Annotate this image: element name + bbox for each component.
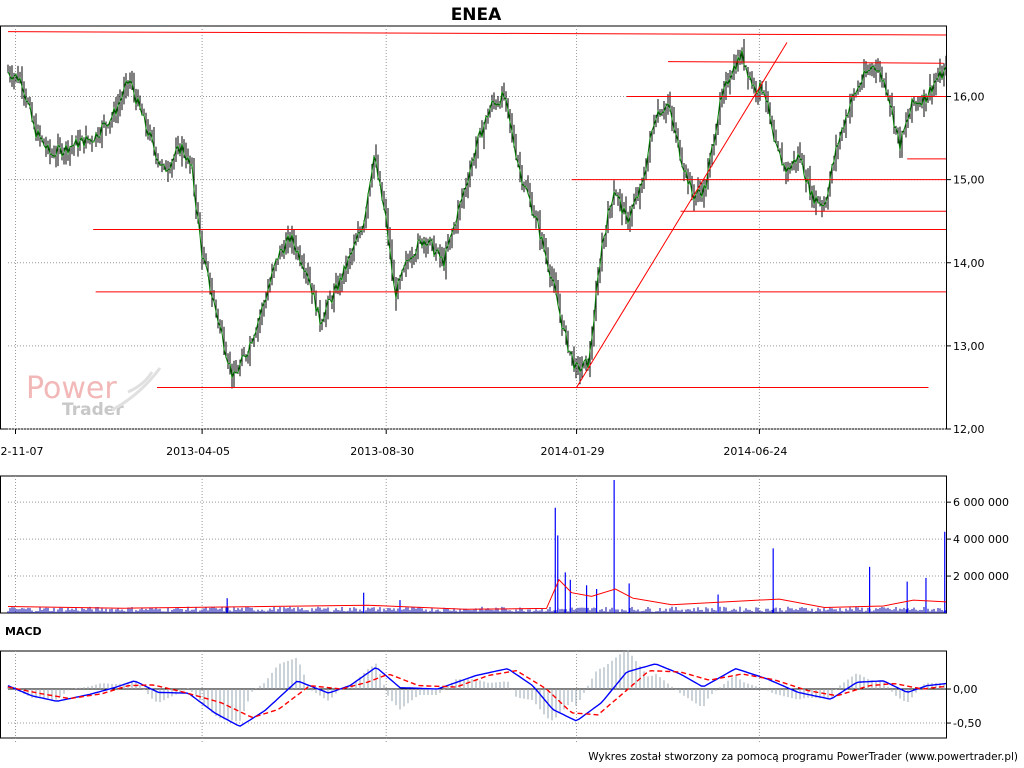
chart-dynamic-layer: 2012-11-07 2013-04-05 2013-08-30 2014-01-29… xyxy=(0,25,1009,742)
x-tick-label: 2013-04-05 xyxy=(166,445,230,458)
close-line xyxy=(7,49,947,379)
watermark-swoosh xyxy=(111,367,162,412)
x-tick-label: 2014-01-29 xyxy=(541,445,605,458)
volume-y-tick-label: 4 000 000 xyxy=(953,533,1009,546)
price-y-tick-label: 15,00 xyxy=(953,174,985,187)
support-resistance-line xyxy=(7,31,947,36)
watermark-word-trader: Trader xyxy=(62,400,124,420)
volume-panel-frame xyxy=(0,475,947,614)
volume-moving-average xyxy=(7,578,947,610)
price-y-tick-label: 13,00 xyxy=(953,340,985,353)
x-tick-label: 2012-11-07 xyxy=(0,445,43,458)
macd-signal-line xyxy=(7,669,947,719)
x-tick-label: 2014-06-24 xyxy=(723,445,787,458)
macd-panel-frame xyxy=(0,650,947,739)
macd-y-tick-label: 0,00 xyxy=(953,683,978,696)
price-panel-frame xyxy=(0,25,947,430)
watermark-word-power: Power xyxy=(26,371,117,406)
x-tick-label: 2013-08-30 xyxy=(350,445,414,458)
volume-y-tick-label: 6 000 000 xyxy=(953,496,1009,509)
macd-y-tick-label: -0,50 xyxy=(953,717,981,730)
volume-bars xyxy=(7,480,947,613)
volume-y-tick-label: 2 000 000 xyxy=(953,570,1009,583)
footer-text: Wykres został stworzony za pomocą progra… xyxy=(588,751,1018,763)
chart-title: ENEA xyxy=(451,5,502,25)
price-y-tick-label: 16,00 xyxy=(953,91,985,104)
price-y-tick-label: 14,00 xyxy=(953,257,985,270)
support-resistance-line xyxy=(667,61,944,64)
macd-line xyxy=(7,663,947,727)
candles xyxy=(7,38,947,389)
macd-histogram xyxy=(7,650,945,722)
support-resistance-line xyxy=(576,42,788,388)
watermark-logo: Power Trader xyxy=(26,367,162,420)
macd-label: MACD xyxy=(5,625,42,638)
price-y-tick-label: 12,00 xyxy=(953,423,985,436)
